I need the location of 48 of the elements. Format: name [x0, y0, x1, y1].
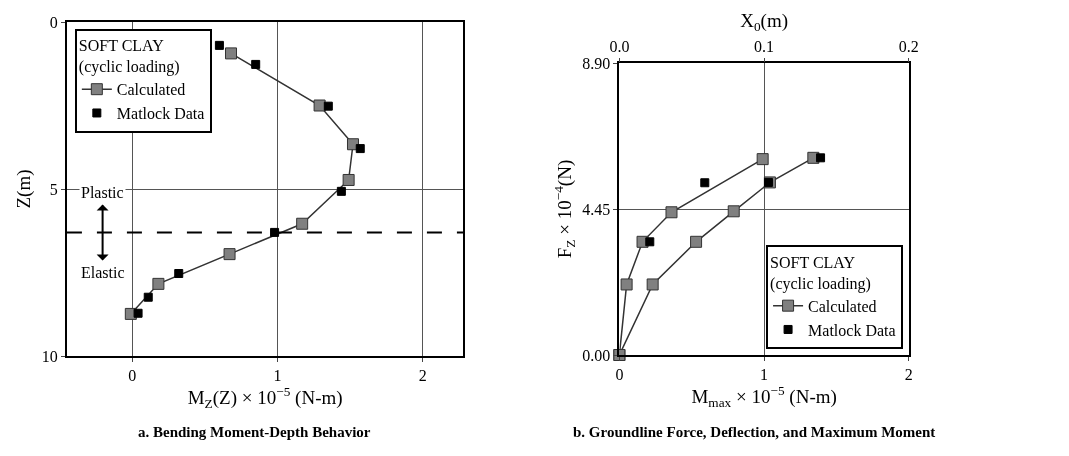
point — [270, 227, 280, 237]
y-tick-label: 0.00 — [582, 346, 611, 364]
y-tick-label: 4.45 — [582, 200, 611, 218]
y-tick-label: 8.90 — [582, 54, 611, 72]
x-tick-label: 1 — [273, 367, 282, 385]
point — [143, 292, 153, 302]
point — [336, 186, 346, 196]
point — [152, 277, 165, 290]
x2-axis-title: X$_{0}$(m) — [740, 10, 789, 35]
point — [223, 248, 236, 261]
x-tick-label: 2 — [418, 367, 427, 385]
y-axis-title: Z(m) — [13, 169, 36, 209]
point — [323, 101, 333, 111]
point — [296, 217, 309, 230]
legend-title: SOFT CLAY (cyclic loading) — [78, 37, 180, 77]
point — [174, 269, 184, 278]
legend-label: Matlock Data — [808, 321, 896, 339]
legend-label: Calculated — [116, 81, 186, 99]
x-tick-label: 2 — [904, 366, 913, 384]
x2-tick-label: 0.0 — [609, 37, 630, 55]
point — [214, 40, 224, 50]
x-axis-title: M$_{max}$ × 10$^{−5}$ (N-m) — [691, 383, 837, 411]
text: b. Groundline Force, Deflection, and Maximum Moment — [573, 424, 936, 440]
x2-tick-label: 0.1 — [754, 37, 775, 55]
x2-tick-label: 0.2 — [898, 37, 919, 55]
point — [133, 308, 143, 318]
y-tick-label: 0 — [49, 13, 58, 31]
text: a. Bending Moment-Depth Behavior — [138, 424, 371, 440]
annotation: Plastic — [81, 184, 124, 201]
y-tick-label: 5 — [49, 180, 58, 198]
point — [225, 47, 237, 60]
legend-label: Matlock Data — [116, 105, 205, 123]
x-tick-label: 0 — [615, 366, 624, 384]
point — [816, 153, 826, 163]
point — [727, 205, 740, 218]
legend-title: SOFT CLAY (cyclic loading) — [770, 253, 871, 293]
point — [646, 278, 659, 291]
annotation: Elastic — [81, 264, 125, 281]
x-tick-label: 1 — [760, 366, 769, 384]
point — [690, 235, 703, 248]
legend-label: Calculated — [808, 297, 877, 315]
point — [342, 173, 355, 186]
x-tick-label: 0 — [128, 367, 137, 385]
x-axis-title: M$_{Z}$(Z) × 10$^{−5}$ (N-m) — [187, 384, 343, 412]
point — [251, 59, 261, 69]
point — [355, 144, 365, 154]
point — [313, 99, 326, 112]
y-tick-label: 10 — [41, 347, 58, 365]
